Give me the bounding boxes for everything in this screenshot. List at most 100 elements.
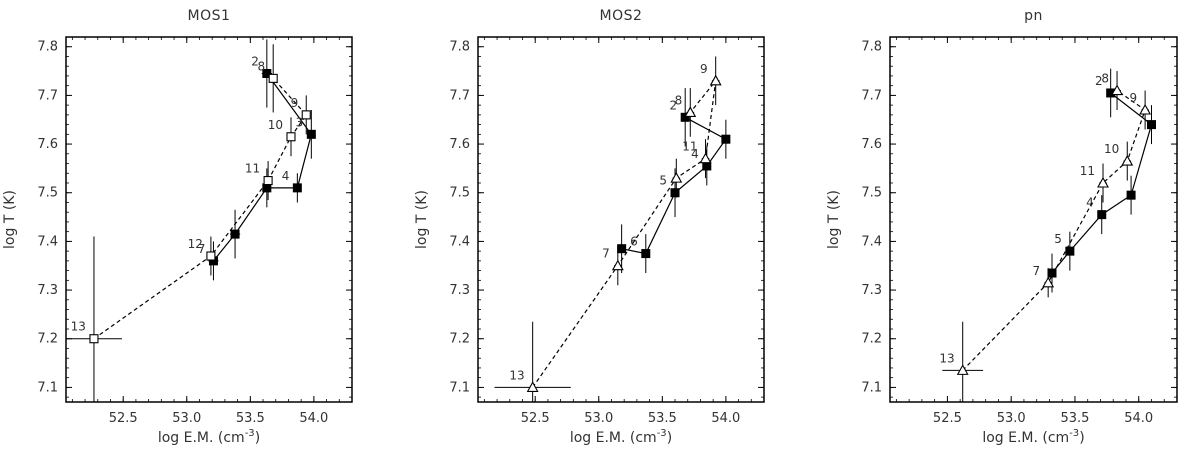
point-label: 7 bbox=[198, 242, 206, 256]
point-label: 10 bbox=[1104, 142, 1119, 156]
y-tick-label: 7.6 bbox=[861, 137, 882, 152]
y-tick-label: 7.8 bbox=[37, 40, 58, 55]
plot-area: 5 4 2 13 7 11 10 9 8 bbox=[939, 68, 1156, 402]
data-point bbox=[1146, 120, 1156, 130]
data-point bbox=[684, 106, 697, 117]
data-point bbox=[1065, 246, 1075, 256]
x-tick-label: 52.5 bbox=[109, 411, 138, 426]
point-label: 5 bbox=[1054, 232, 1062, 246]
point-label: 9 bbox=[1129, 91, 1137, 105]
x-axis-label: log E.M. (cm-3) bbox=[982, 428, 1084, 446]
x-tick-label: 53.0 bbox=[172, 411, 201, 426]
data-point bbox=[956, 364, 969, 375]
point-label: 9 bbox=[291, 96, 299, 110]
y-tick-label: 7.5 bbox=[37, 186, 58, 201]
x-tick-label: 54.0 bbox=[299, 411, 328, 426]
data-point bbox=[611, 259, 624, 271]
data-point bbox=[526, 381, 539, 392]
x-tick-label: 52.5 bbox=[521, 411, 550, 426]
x-tick-label: 53.0 bbox=[997, 411, 1026, 426]
data-point bbox=[680, 112, 690, 122]
point-label: 5 bbox=[659, 174, 667, 188]
point-label: 2 bbox=[251, 55, 259, 69]
data-point bbox=[1042, 276, 1055, 288]
chart-title: MOS1 bbox=[188, 8, 231, 24]
data-point bbox=[262, 69, 272, 78]
point-label: 7 bbox=[1033, 264, 1041, 278]
point-label: 8 bbox=[1101, 72, 1109, 86]
point-label: 13 bbox=[509, 368, 524, 382]
point-label: 13 bbox=[939, 351, 954, 365]
point-label: 7 bbox=[602, 247, 610, 261]
data-point bbox=[1121, 154, 1134, 166]
y-tick-label: 7.1 bbox=[449, 380, 470, 395]
data-point bbox=[1139, 103, 1152, 115]
x-axis-label: log E.M. (cm-3) bbox=[158, 428, 260, 446]
y-tick-label: 7.8 bbox=[861, 40, 882, 55]
data-point bbox=[301, 110, 311, 120]
y-tick-label: 7.3 bbox=[37, 283, 58, 298]
chart-panel-3: pn 52.5 53.0 53.5 54.0 7.1 7.2 7.3 7.4 7.5 7.6 7.7 7… bbox=[826, 8, 1178, 446]
plot-area: 7 4 3 2 13 12 11 10 9 8 bbox=[66, 39, 316, 402]
x-tick-label: 53.0 bbox=[584, 411, 613, 426]
point-label: 9 bbox=[700, 62, 708, 76]
chart-title: pn bbox=[1024, 8, 1043, 24]
y-tick-label: 7.6 bbox=[449, 137, 470, 152]
x-axis-label: log E.M. (cm-3) bbox=[570, 428, 672, 446]
data-point bbox=[1097, 210, 1107, 220]
data-point bbox=[263, 176, 273, 186]
data-point bbox=[1106, 88, 1116, 98]
data-point bbox=[670, 188, 680, 198]
y-tick-label: 7.1 bbox=[37, 380, 58, 395]
y-tick-label: 7.7 bbox=[449, 88, 470, 103]
data-point bbox=[641, 249, 651, 259]
y-tick-label: 7.3 bbox=[861, 283, 882, 298]
x-tick-label: 54.0 bbox=[1124, 411, 1153, 426]
point-label: 8 bbox=[258, 59, 266, 73]
y-tick-label: 7.4 bbox=[37, 234, 58, 249]
data-point bbox=[1047, 268, 1057, 278]
point-label: 11 bbox=[1080, 164, 1095, 178]
point-label: 8 bbox=[675, 93, 683, 107]
series-line-2 bbox=[532, 78, 717, 388]
point-label: 11 bbox=[245, 162, 260, 176]
plot-frame bbox=[477, 36, 765, 403]
data-point bbox=[709, 74, 722, 86]
data-point bbox=[702, 161, 712, 171]
chart-panel-2: MOS2 52.5 53.0 53.5 54.0 7.1 7.2 7.3 7.4 7.5 7.6 7.… bbox=[414, 8, 765, 446]
y-axis-label: log T (K) bbox=[826, 190, 842, 249]
data-point bbox=[286, 132, 296, 142]
x-tick-label: 54.0 bbox=[711, 411, 740, 426]
point-label: 10 bbox=[268, 118, 283, 132]
data-point bbox=[670, 172, 683, 183]
point-label: 4 bbox=[1086, 196, 1094, 210]
series-line-1 bbox=[621, 116, 727, 255]
series-line-2 bbox=[962, 90, 1146, 371]
point-label: 13 bbox=[71, 320, 86, 334]
point-label: 4 bbox=[691, 147, 699, 161]
data-point bbox=[1097, 176, 1109, 188]
y-tick-label: 7.3 bbox=[449, 283, 470, 298]
point-label: 11 bbox=[682, 140, 697, 154]
y-tick-label: 7.5 bbox=[449, 186, 470, 201]
chart-panel-1: MOS1 52.5 53.0 53.5 54.0 7.1 7.2 7.3 7.4 7.5 7.6 7.… bbox=[2, 8, 353, 446]
x-tick-label: 52.5 bbox=[933, 411, 962, 426]
data-point bbox=[268, 73, 278, 83]
chart-title: MOS2 bbox=[600, 8, 643, 24]
y-tick-label: 7.6 bbox=[37, 137, 58, 152]
data-point bbox=[262, 183, 272, 193]
x-tick-label: 53.5 bbox=[648, 411, 677, 426]
point-label: 3 bbox=[296, 115, 304, 129]
x-tick-label: 53.5 bbox=[1060, 411, 1089, 426]
data-point bbox=[699, 152, 712, 164]
data-point bbox=[292, 183, 302, 193]
y-tick-label: 7.2 bbox=[449, 332, 470, 347]
series-line-2 bbox=[93, 77, 308, 340]
x-tick-label: 53.5 bbox=[236, 411, 265, 426]
data-point bbox=[230, 229, 240, 239]
plot-frame bbox=[889, 36, 1178, 403]
data-point bbox=[206, 251, 216, 261]
